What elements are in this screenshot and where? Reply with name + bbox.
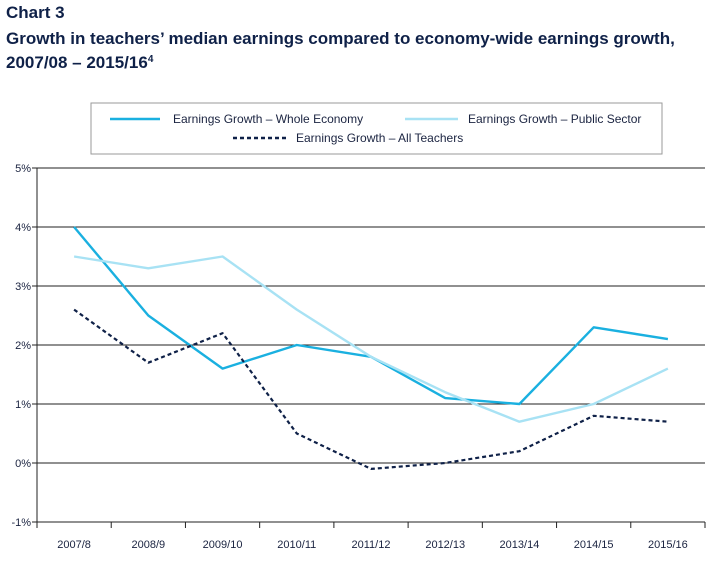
- x-tick-label: 2015/16: [648, 539, 688, 551]
- y-tick-label: 3%: [15, 281, 31, 293]
- y-tick-label: 4%: [15, 222, 31, 234]
- x-tick-label: 2012/13: [425, 539, 465, 551]
- legend-label-3: Earnings Growth – All Teachers: [296, 131, 463, 145]
- x-axis: 2007/8 2008/9 2009/10 2010/11 2011/12 2012/13…: [36, 522, 706, 551]
- x-tick-label: 2007/8: [57, 539, 91, 551]
- x-tick-label: 2011/12: [352, 539, 391, 551]
- chart-label: Chart 3: [6, 3, 65, 22]
- series-lines: [73, 226, 669, 470]
- legend-box: [90, 102, 663, 155]
- x-tick-label: 2014/15: [574, 539, 614, 551]
- legend-label-1: Earnings Growth – Whole Economy: [173, 112, 363, 126]
- legend-label-2: Earnings Growth – Public Sector: [468, 112, 641, 126]
- x-tick-label: 2013/14: [500, 539, 540, 551]
- series-line-3: [73, 308, 668, 470]
- x-tick-label: 2008/9: [132, 539, 166, 551]
- y-tick-label: 5%: [15, 163, 31, 175]
- y-tick-label: -1%: [11, 517, 31, 529]
- series-line-2: [73, 255, 669, 423]
- legend: Earnings Growth – Whole Economy Earnings …: [110, 112, 641, 145]
- y-tick-label: 1%: [15, 399, 31, 411]
- chart-title-text: Growth in teachers’ median earnings comp…: [6, 29, 675, 72]
- x-tick-label: 2010/11: [277, 539, 316, 551]
- x-tick-label: 2009/10: [203, 539, 243, 551]
- series-line-1: [73, 226, 669, 406]
- y-tick-label: 0%: [15, 458, 31, 470]
- y-axis: 5% 4% 3% 2% 1% 0% -1%: [11, 163, 38, 529]
- y-tick-label: 2%: [15, 340, 31, 352]
- gridlines: [37, 167, 705, 523]
- title-footnote: 4: [147, 54, 154, 65]
- chart-title: Growth in teachers’ median earnings comp…: [6, 28, 706, 73]
